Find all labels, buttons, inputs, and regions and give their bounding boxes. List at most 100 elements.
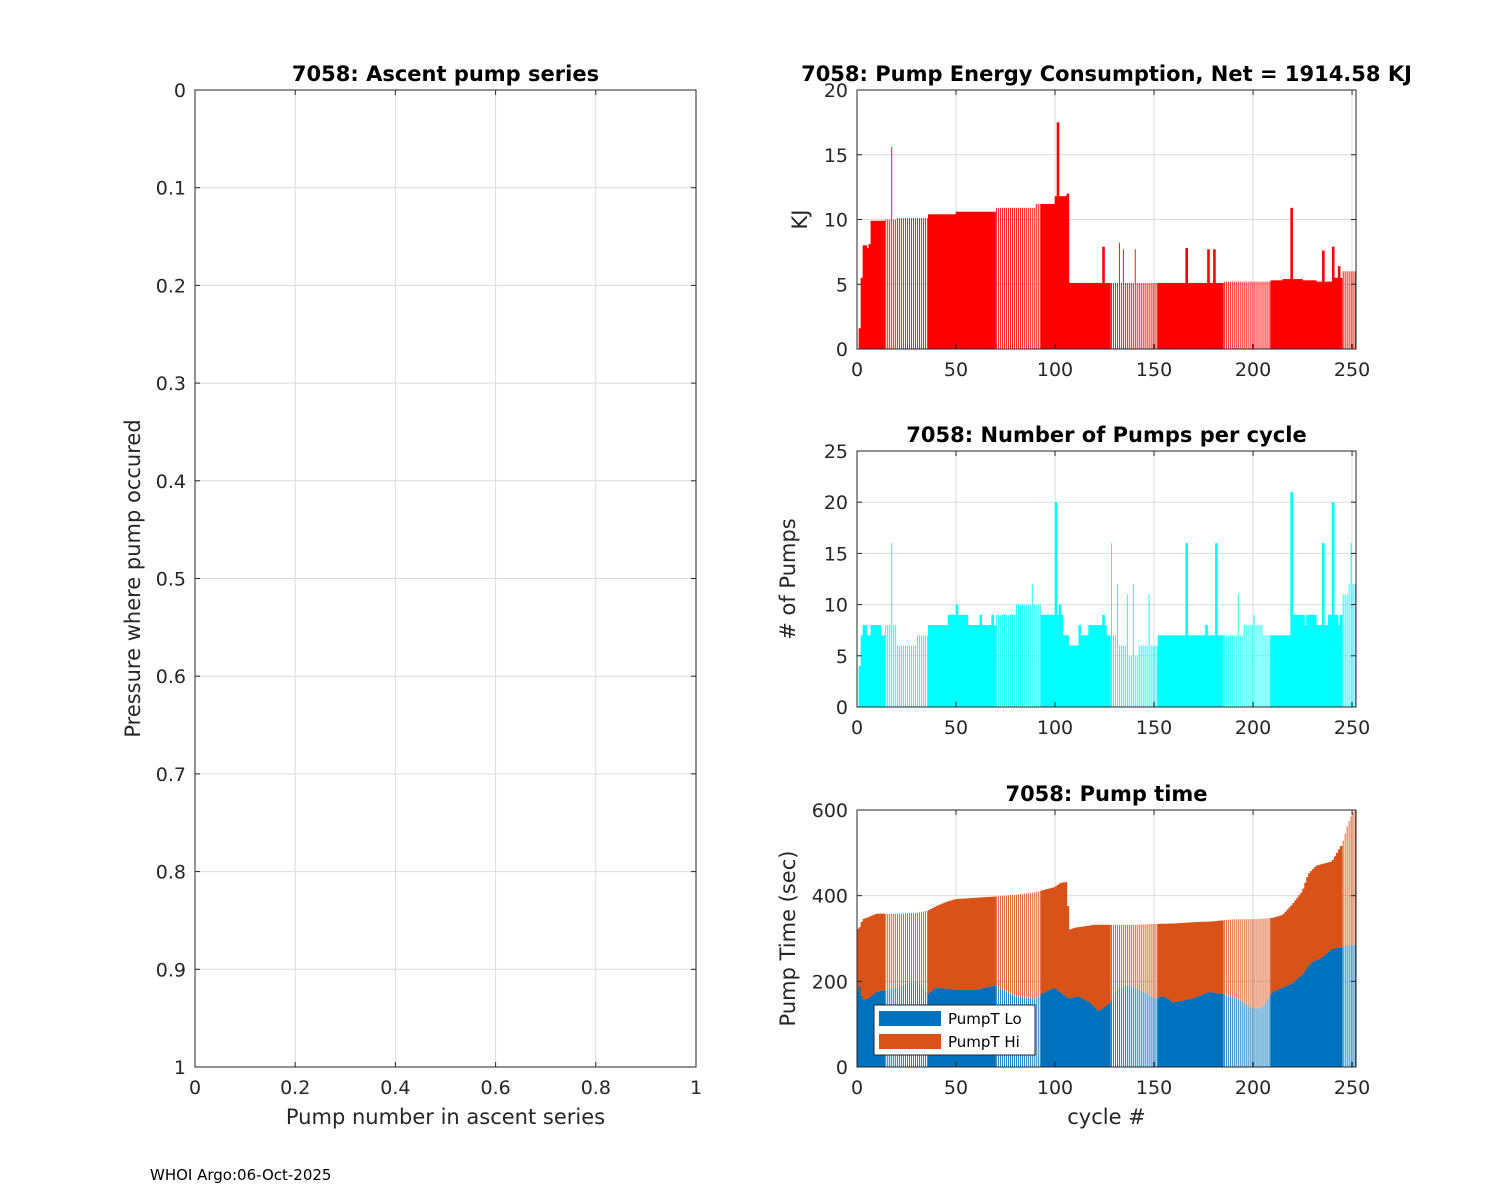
bar <box>951 214 955 349</box>
bar <box>1342 594 1344 707</box>
bar <box>895 625 897 707</box>
bar-pumpt-lo <box>1257 1008 1259 1067</box>
bar <box>949 614 953 707</box>
bar <box>1104 625 1107 707</box>
bar-pumpt-lo <box>1331 948 1335 1067</box>
x-tick-label: 0.6 <box>480 1077 510 1099</box>
bar-pumpt-lo <box>1329 950 1333 1067</box>
bar-pumpt-hi <box>1337 849 1341 948</box>
bar <box>916 218 918 349</box>
bar <box>862 625 866 707</box>
y-tick-label: 20 <box>824 492 848 514</box>
bar <box>1280 280 1284 349</box>
bar <box>1354 584 1356 707</box>
x-tick-label: 1 <box>690 1077 702 1099</box>
bar <box>1167 282 1171 349</box>
bar <box>1052 614 1056 707</box>
bar-pumpt-hi <box>1231 919 1233 997</box>
bar-pumpt-lo <box>1243 1003 1245 1067</box>
tick-labels: 0 0.2 0.4 0.6 0.8 100.10.20.30.40.50.60.70.80… <box>156 80 702 1099</box>
bar <box>1016 207 1017 349</box>
bar-pumpt-hi <box>1344 833 1346 947</box>
bar-pumpt-lo <box>1276 989 1280 1067</box>
bar-pumpt-hi <box>1106 924 1109 1006</box>
bar <box>1116 584 1118 707</box>
bar-pumpt-hi <box>947 901 951 990</box>
bar-pumpt-hi <box>1209 921 1212 993</box>
bar-pumpt-hi <box>1270 918 1274 994</box>
bar-pumpt-hi <box>1324 863 1327 956</box>
bar-pumpt-lo <box>1037 996 1039 1067</box>
bar <box>939 625 943 707</box>
bar <box>1064 196 1068 349</box>
bar-pumpt-hi <box>1060 882 1064 994</box>
bar <box>905 645 907 707</box>
bar-pumpt-hi <box>1327 862 1331 952</box>
chart-title: 7058: Pump Energy Consumption, Net = 191… <box>801 62 1412 86</box>
bar <box>915 645 916 707</box>
bar-pumpt-hi <box>1066 905 1070 998</box>
y-tick-label: 600 <box>812 800 848 822</box>
bar-pumpt-lo <box>1084 1000 1087 1067</box>
bar <box>1102 246 1105 349</box>
bar-pumpt-lo <box>1146 993 1148 1067</box>
bar-pumpt-hi <box>1348 820 1350 946</box>
y-tick-label: 0.3 <box>156 373 186 395</box>
bar-pumpt-hi <box>918 912 920 985</box>
bar-pumpt-hi <box>1199 921 1202 996</box>
bar <box>862 245 866 349</box>
bar-pumpt-lo <box>1104 1006 1107 1067</box>
y-tick-label: 0.8 <box>156 862 186 884</box>
bar-pumpt-hi <box>1163 923 1167 997</box>
bar-pumpt-hi <box>985 897 988 988</box>
bar <box>1169 635 1173 707</box>
bar-pumpt-lo <box>1290 983 1293 1067</box>
bar-pumpt-hi <box>1012 895 1013 995</box>
bar-pumpt-lo <box>1118 987 1120 1067</box>
bar-pumpt-lo <box>1193 998 1196 1067</box>
bar-pumpt-hi <box>878 913 882 992</box>
bar <box>1181 282 1185 349</box>
bar <box>1241 635 1243 707</box>
bar <box>1185 543 1188 707</box>
x-tick-label: 50 <box>944 717 968 739</box>
y-tick-label: 200 <box>812 971 848 993</box>
bar-pumpt-hi <box>1175 923 1179 1003</box>
bar <box>909 218 910 349</box>
x-tick-label: 0 <box>851 717 863 739</box>
bar-pumpt-lo <box>1337 947 1341 1067</box>
bar-pumpt-hi <box>1019 894 1021 997</box>
bar-pumpt-lo <box>1156 997 1158 1067</box>
bar <box>1342 271 1344 349</box>
x-tick-label: 100 <box>1037 1077 1073 1099</box>
bar-pumpt-hi <box>975 897 979 990</box>
y-tick-label: 5 <box>836 274 848 296</box>
bar <box>1171 282 1175 349</box>
bar <box>1195 282 1198 349</box>
bar <box>1082 282 1086 349</box>
bar <box>1040 203 1044 349</box>
bar <box>885 625 887 707</box>
bar-pumpt-hi <box>1205 921 1208 994</box>
bar-pumpt-hi <box>1292 902 1295 983</box>
bar <box>1298 279 1301 349</box>
bar-pumpt-hi <box>1211 921 1214 993</box>
x-tick-label: 250 <box>1334 359 1370 381</box>
bar <box>1322 250 1325 349</box>
bar-pumpt-hi <box>1017 894 1019 997</box>
bar <box>927 625 931 707</box>
bar-pumpt-hi <box>998 896 1000 988</box>
bar <box>872 220 876 349</box>
bar <box>991 211 994 349</box>
bar-pumpt-lo <box>1286 985 1289 1067</box>
bar-pumpt-lo <box>1350 944 1352 1067</box>
bar-pumpt-hi <box>1294 900 1297 981</box>
bar <box>1223 635 1225 707</box>
bar <box>1179 635 1183 707</box>
bar-pumpt-lo <box>1269 996 1271 1067</box>
bar-pumpt-hi <box>1286 909 1289 986</box>
bar <box>1136 282 1138 349</box>
bar-pumpt-hi <box>941 903 945 989</box>
bar-pumpt-hi <box>1033 892 1035 999</box>
bar <box>1120 282 1122 349</box>
